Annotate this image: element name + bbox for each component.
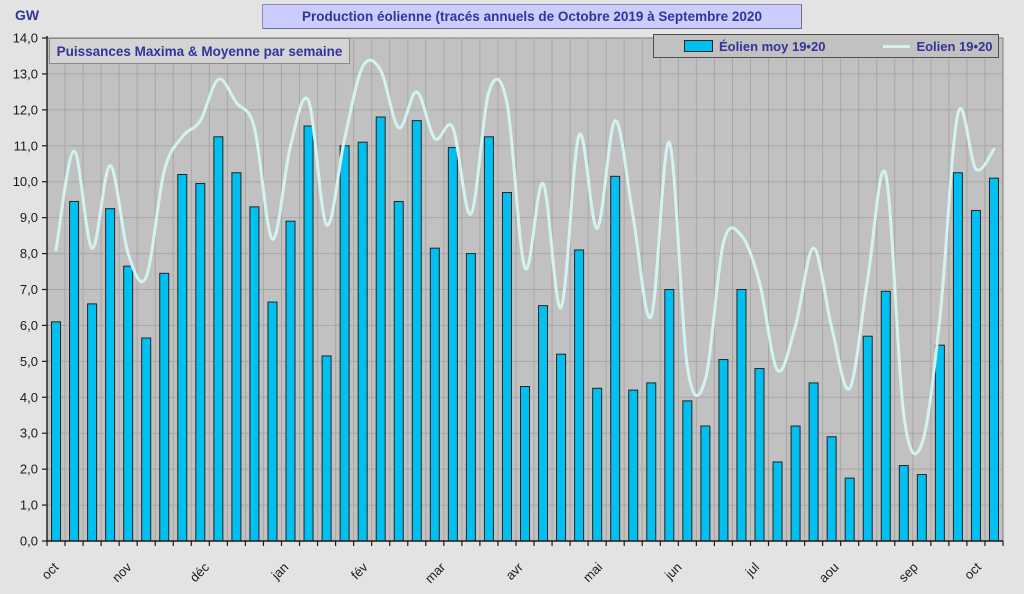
y-tick-label: 4,0 bbox=[20, 390, 38, 405]
x-month-label: mai bbox=[580, 559, 605, 584]
bar-week-34 bbox=[646, 382, 657, 542]
bar-week-52 bbox=[970, 209, 981, 542]
bar-week-49 bbox=[916, 474, 927, 542]
bar-week-18 bbox=[357, 141, 368, 542]
bar-week-26 bbox=[501, 191, 512, 542]
x-month-label: jul bbox=[742, 559, 763, 580]
legend-line-swatch-icon bbox=[883, 44, 911, 48]
y-tick-label: 14,0 bbox=[13, 31, 38, 46]
bar-week-38 bbox=[718, 359, 729, 542]
bar-week-12 bbox=[249, 206, 260, 542]
bar-week-9 bbox=[195, 183, 206, 542]
y-tick-label: 6,0 bbox=[20, 318, 38, 333]
bar-week-5 bbox=[123, 265, 134, 542]
y-tick-label: 8,0 bbox=[20, 246, 38, 261]
x-month-label: déc bbox=[187, 559, 213, 585]
bar-week-46 bbox=[862, 335, 873, 542]
max-line-series bbox=[54, 58, 996, 456]
legend-bar-series-label: Éolien moy 19•20 bbox=[719, 38, 826, 54]
bar-week-42 bbox=[790, 425, 801, 542]
x-month-label: fév bbox=[348, 559, 371, 582]
bar-week-28 bbox=[538, 305, 549, 542]
bar-week-2 bbox=[69, 200, 80, 542]
bar-week-40 bbox=[754, 368, 765, 542]
bar-week-16 bbox=[321, 355, 332, 542]
bar-week-39 bbox=[736, 289, 747, 542]
bar-week-17 bbox=[339, 145, 350, 542]
y-tick-label: 2,0 bbox=[20, 462, 38, 477]
chart-legend: Éolien moy 19•20 Eolien 19•20 bbox=[653, 34, 999, 58]
chart-title: Production éolienne (tracés annuels de O… bbox=[262, 4, 802, 29]
bar-week-53 bbox=[988, 177, 999, 542]
x-month-label: mar bbox=[422, 559, 449, 586]
annotation-box: Puissances Maxima & Moyenne par semaine bbox=[49, 38, 350, 64]
x-month-label: oct bbox=[961, 559, 984, 582]
bar-week-32 bbox=[610, 175, 621, 542]
bar-week-19 bbox=[375, 116, 386, 542]
y-tick-label: 13,0 bbox=[13, 66, 38, 81]
bar-week-3 bbox=[87, 303, 98, 542]
bar-week-43 bbox=[808, 382, 819, 542]
bar-week-25 bbox=[483, 136, 494, 542]
y-tick-label: 1,0 bbox=[20, 498, 38, 513]
bar-week-24 bbox=[465, 253, 476, 542]
bar-week-10 bbox=[213, 136, 224, 542]
bar-week-51 bbox=[952, 172, 963, 542]
bar-week-8 bbox=[177, 174, 188, 542]
y-tick-label: 12,0 bbox=[13, 102, 38, 117]
bar-week-21 bbox=[411, 120, 422, 542]
bar-week-44 bbox=[826, 436, 837, 542]
bar-week-30 bbox=[574, 249, 585, 542]
x-month-label: avr bbox=[503, 559, 527, 583]
legend-line-series-label: Eolien 19•20 bbox=[916, 38, 993, 54]
bar-week-48 bbox=[898, 465, 909, 542]
bar-week-35 bbox=[664, 289, 675, 542]
bar-week-7 bbox=[159, 272, 170, 542]
bar-week-36 bbox=[682, 400, 693, 542]
x-month-label: jan bbox=[268, 560, 292, 584]
bar-week-27 bbox=[520, 386, 530, 542]
bar-week-50 bbox=[934, 344, 945, 542]
y-axis-unit-label: GW bbox=[15, 7, 40, 23]
bar-week-4 bbox=[105, 208, 116, 542]
bar-week-23 bbox=[447, 147, 458, 542]
annotation-text: Puissances Maxima & Moyenne par semaine bbox=[56, 43, 343, 59]
bar-week-45 bbox=[844, 477, 855, 542]
bar-week-29 bbox=[556, 353, 567, 542]
y-tick-label: 11,0 bbox=[14, 138, 38, 153]
bar-week-33 bbox=[628, 389, 639, 542]
x-month-label: nov bbox=[109, 559, 135, 585]
bar-week-47 bbox=[880, 290, 891, 542]
y-tick-label: 5,0 bbox=[20, 354, 38, 369]
y-tick-label: 0,0 bbox=[20, 534, 38, 549]
bar-week-31 bbox=[592, 387, 603, 542]
x-month-label: aou bbox=[816, 560, 842, 586]
bar-week-6 bbox=[141, 337, 152, 542]
bar-week-41 bbox=[772, 461, 783, 542]
bar-week-13 bbox=[267, 301, 278, 542]
bar-week-22 bbox=[429, 247, 440, 542]
bar-week-1 bbox=[51, 321, 62, 542]
bar-week-20 bbox=[393, 200, 404, 542]
x-month-label: jun bbox=[661, 560, 685, 584]
y-tick-label: 9,0 bbox=[20, 210, 38, 225]
bar-week-15 bbox=[303, 125, 314, 542]
bar-week-14 bbox=[285, 220, 296, 542]
legend-bar-swatch-icon bbox=[684, 40, 713, 52]
x-month-label: oct bbox=[39, 559, 62, 582]
y-tick-label: 7,0 bbox=[20, 282, 38, 297]
bar-week-37 bbox=[700, 425, 711, 542]
chart-title-text: Production éolienne (tracés annuels de O… bbox=[302, 9, 762, 24]
y-tick-label: 10,0 bbox=[13, 174, 38, 189]
bar-week-11 bbox=[231, 172, 242, 542]
y-tick-label: 3,0 bbox=[20, 426, 38, 441]
x-month-label: sep bbox=[895, 560, 920, 585]
